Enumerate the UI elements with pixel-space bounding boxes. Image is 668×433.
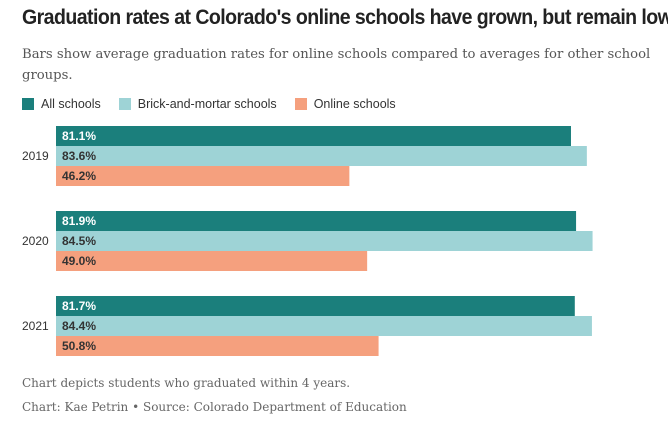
legend-label-all-schools: All schools: [41, 97, 101, 111]
data-label-brick-and-mortar-2021: 84.4%: [62, 319, 96, 333]
data-label-online-2020: 49.0%: [62, 254, 96, 268]
data-label-brick-and-mortar-2020: 84.5%: [62, 234, 96, 248]
y-tick-label-2019: 2019: [22, 149, 49, 163]
legend-swatch-all-schools: [22, 98, 34, 110]
chart-subtitle: Bars show average graduation rates for o…: [22, 47, 651, 83]
data-label-all-schools-2019: 81.1%: [62, 129, 96, 143]
bar-online-2021: [56, 336, 379, 356]
data-label-brick-and-mortar-2019: 83.6%: [62, 149, 96, 163]
bar-all-schools-2020: [56, 211, 577, 231]
bar-chart: 81.1% 83.6% 46.2% 2019 81.9% 84.5% 49.0% 2020 81…: [22, 126, 593, 356]
y-tick-label-2021: 2021: [22, 319, 49, 333]
data-label-all-schools-2021: 81.7%: [62, 299, 96, 313]
chart-credit: Chart: Kae Petrin • Source: Colorado Dep…: [22, 400, 407, 414]
chart-title: Graduation rates at Colorado's online sc…: [22, 6, 668, 29]
legend-swatch-online-schools: [294, 98, 307, 110]
bar-online-2019: [56, 166, 350, 186]
legend-label-brick-and-mortar: Brick-and-mortar schools: [137, 97, 277, 111]
bar-brick-and-mortar-2021: [56, 316, 592, 336]
legend-item-brick-and-mortar: Brick-and-mortar schools: [118, 97, 277, 111]
bar-brick-and-mortar-2020: [56, 231, 593, 251]
legend-label-online-schools: Online schools: [313, 97, 396, 111]
bar-brick-and-mortar-2019: [56, 146, 587, 166]
legend-item-online-schools: Online schools: [294, 97, 396, 111]
bar-all-schools-2019: [56, 126, 571, 146]
legend-swatch-brick-and-mortar: [118, 98, 131, 110]
chart-note: Chart depicts students who graduated wit…: [22, 376, 351, 390]
data-label-online-2019: 46.2%: [62, 169, 96, 183]
legend: All schools Brick-and-mortar schools Onl…: [22, 95, 414, 113]
bar-all-schools-2021: [56, 296, 575, 316]
bar-online-2020: [56, 251, 368, 271]
y-tick-label-2020: 2020: [22, 234, 49, 248]
legend-item-all-schools: All schools: [22, 97, 101, 111]
data-label-all-schools-2020: 81.9%: [62, 214, 96, 228]
data-label-online-2021: 50.8%: [62, 339, 96, 353]
